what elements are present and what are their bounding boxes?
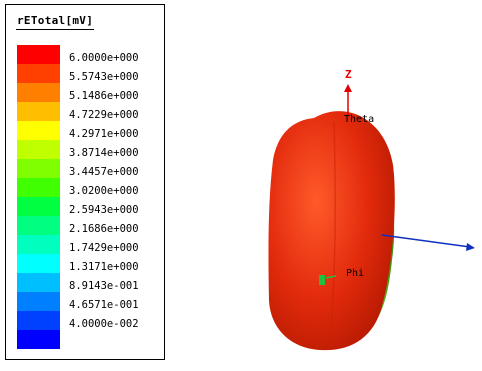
legend-value: 4.0000e-002 bbox=[69, 318, 139, 330]
legend-swatch bbox=[17, 140, 60, 159]
legend-swatch bbox=[17, 121, 60, 140]
x-axis-arrow bbox=[466, 243, 475, 251]
legend-value: 6.0000e+000 bbox=[69, 52, 139, 64]
legend-value: 1.7429e+000 bbox=[69, 242, 139, 254]
legend-swatch bbox=[17, 102, 60, 121]
legend-swatch bbox=[17, 197, 60, 216]
legend-swatch bbox=[17, 330, 60, 349]
legend-value: 1.3171e+000 bbox=[69, 261, 139, 273]
legend-swatch bbox=[17, 83, 60, 102]
legend-value: 2.1686e+000 bbox=[69, 223, 139, 235]
legend-swatch bbox=[17, 64, 60, 83]
legend-value: 3.4457e+000 bbox=[69, 166, 139, 178]
legend-title-underline bbox=[16, 29, 94, 30]
radiation-pattern-svg bbox=[268, 84, 475, 351]
phi-marker-icon bbox=[319, 275, 325, 285]
radiation-pattern-body bbox=[268, 111, 395, 351]
z-axis-label: Z bbox=[345, 68, 352, 81]
legend-swatch bbox=[17, 311, 60, 330]
x-axis-line bbox=[381, 234, 471, 248]
legend-swatch bbox=[17, 216, 60, 235]
scale-labels: 6.0000e+000 5.5743e+000 5.1486e+000 4.7229e… bbox=[69, 49, 139, 334]
legend-value: 4.7229e+000 bbox=[69, 109, 139, 121]
legend-value: 2.5943e+000 bbox=[69, 204, 139, 216]
legend-swatch bbox=[17, 235, 60, 254]
legend-value: 4.2971e+000 bbox=[69, 128, 139, 140]
legend-value: 5.1486e+000 bbox=[69, 90, 139, 102]
legend-swatch bbox=[17, 273, 60, 292]
legend-swatch bbox=[17, 159, 60, 178]
legend-value: 8.9143e-001 bbox=[69, 280, 139, 292]
legend-swatch bbox=[17, 292, 60, 311]
legend-value: 5.5743e+000 bbox=[69, 71, 139, 83]
legend-value: 4.6571e-001 bbox=[69, 299, 139, 311]
phi-label: Phi bbox=[346, 268, 365, 279]
pattern-seam bbox=[329, 121, 336, 346]
theta-label: Theta bbox=[344, 114, 375, 125]
legend-value: 3.0200e+000 bbox=[69, 185, 139, 197]
3d-plot-viewport[interactable]: Z Theta Phi bbox=[170, 0, 482, 367]
legend-value: 3.8714e+000 bbox=[69, 147, 139, 159]
z-axis-arrow bbox=[344, 84, 352, 92]
color-scale bbox=[17, 45, 60, 349]
legend-swatch bbox=[17, 178, 60, 197]
legend-swatch bbox=[17, 45, 60, 64]
phi-marker-line bbox=[325, 275, 337, 279]
legend-panel: rETotal[mV] 6.0000e+000 5.5743e+000 5.1486… bbox=[5, 4, 165, 360]
legend-swatch bbox=[17, 254, 60, 273]
legend-title: rETotal[mV] bbox=[17, 14, 94, 27]
